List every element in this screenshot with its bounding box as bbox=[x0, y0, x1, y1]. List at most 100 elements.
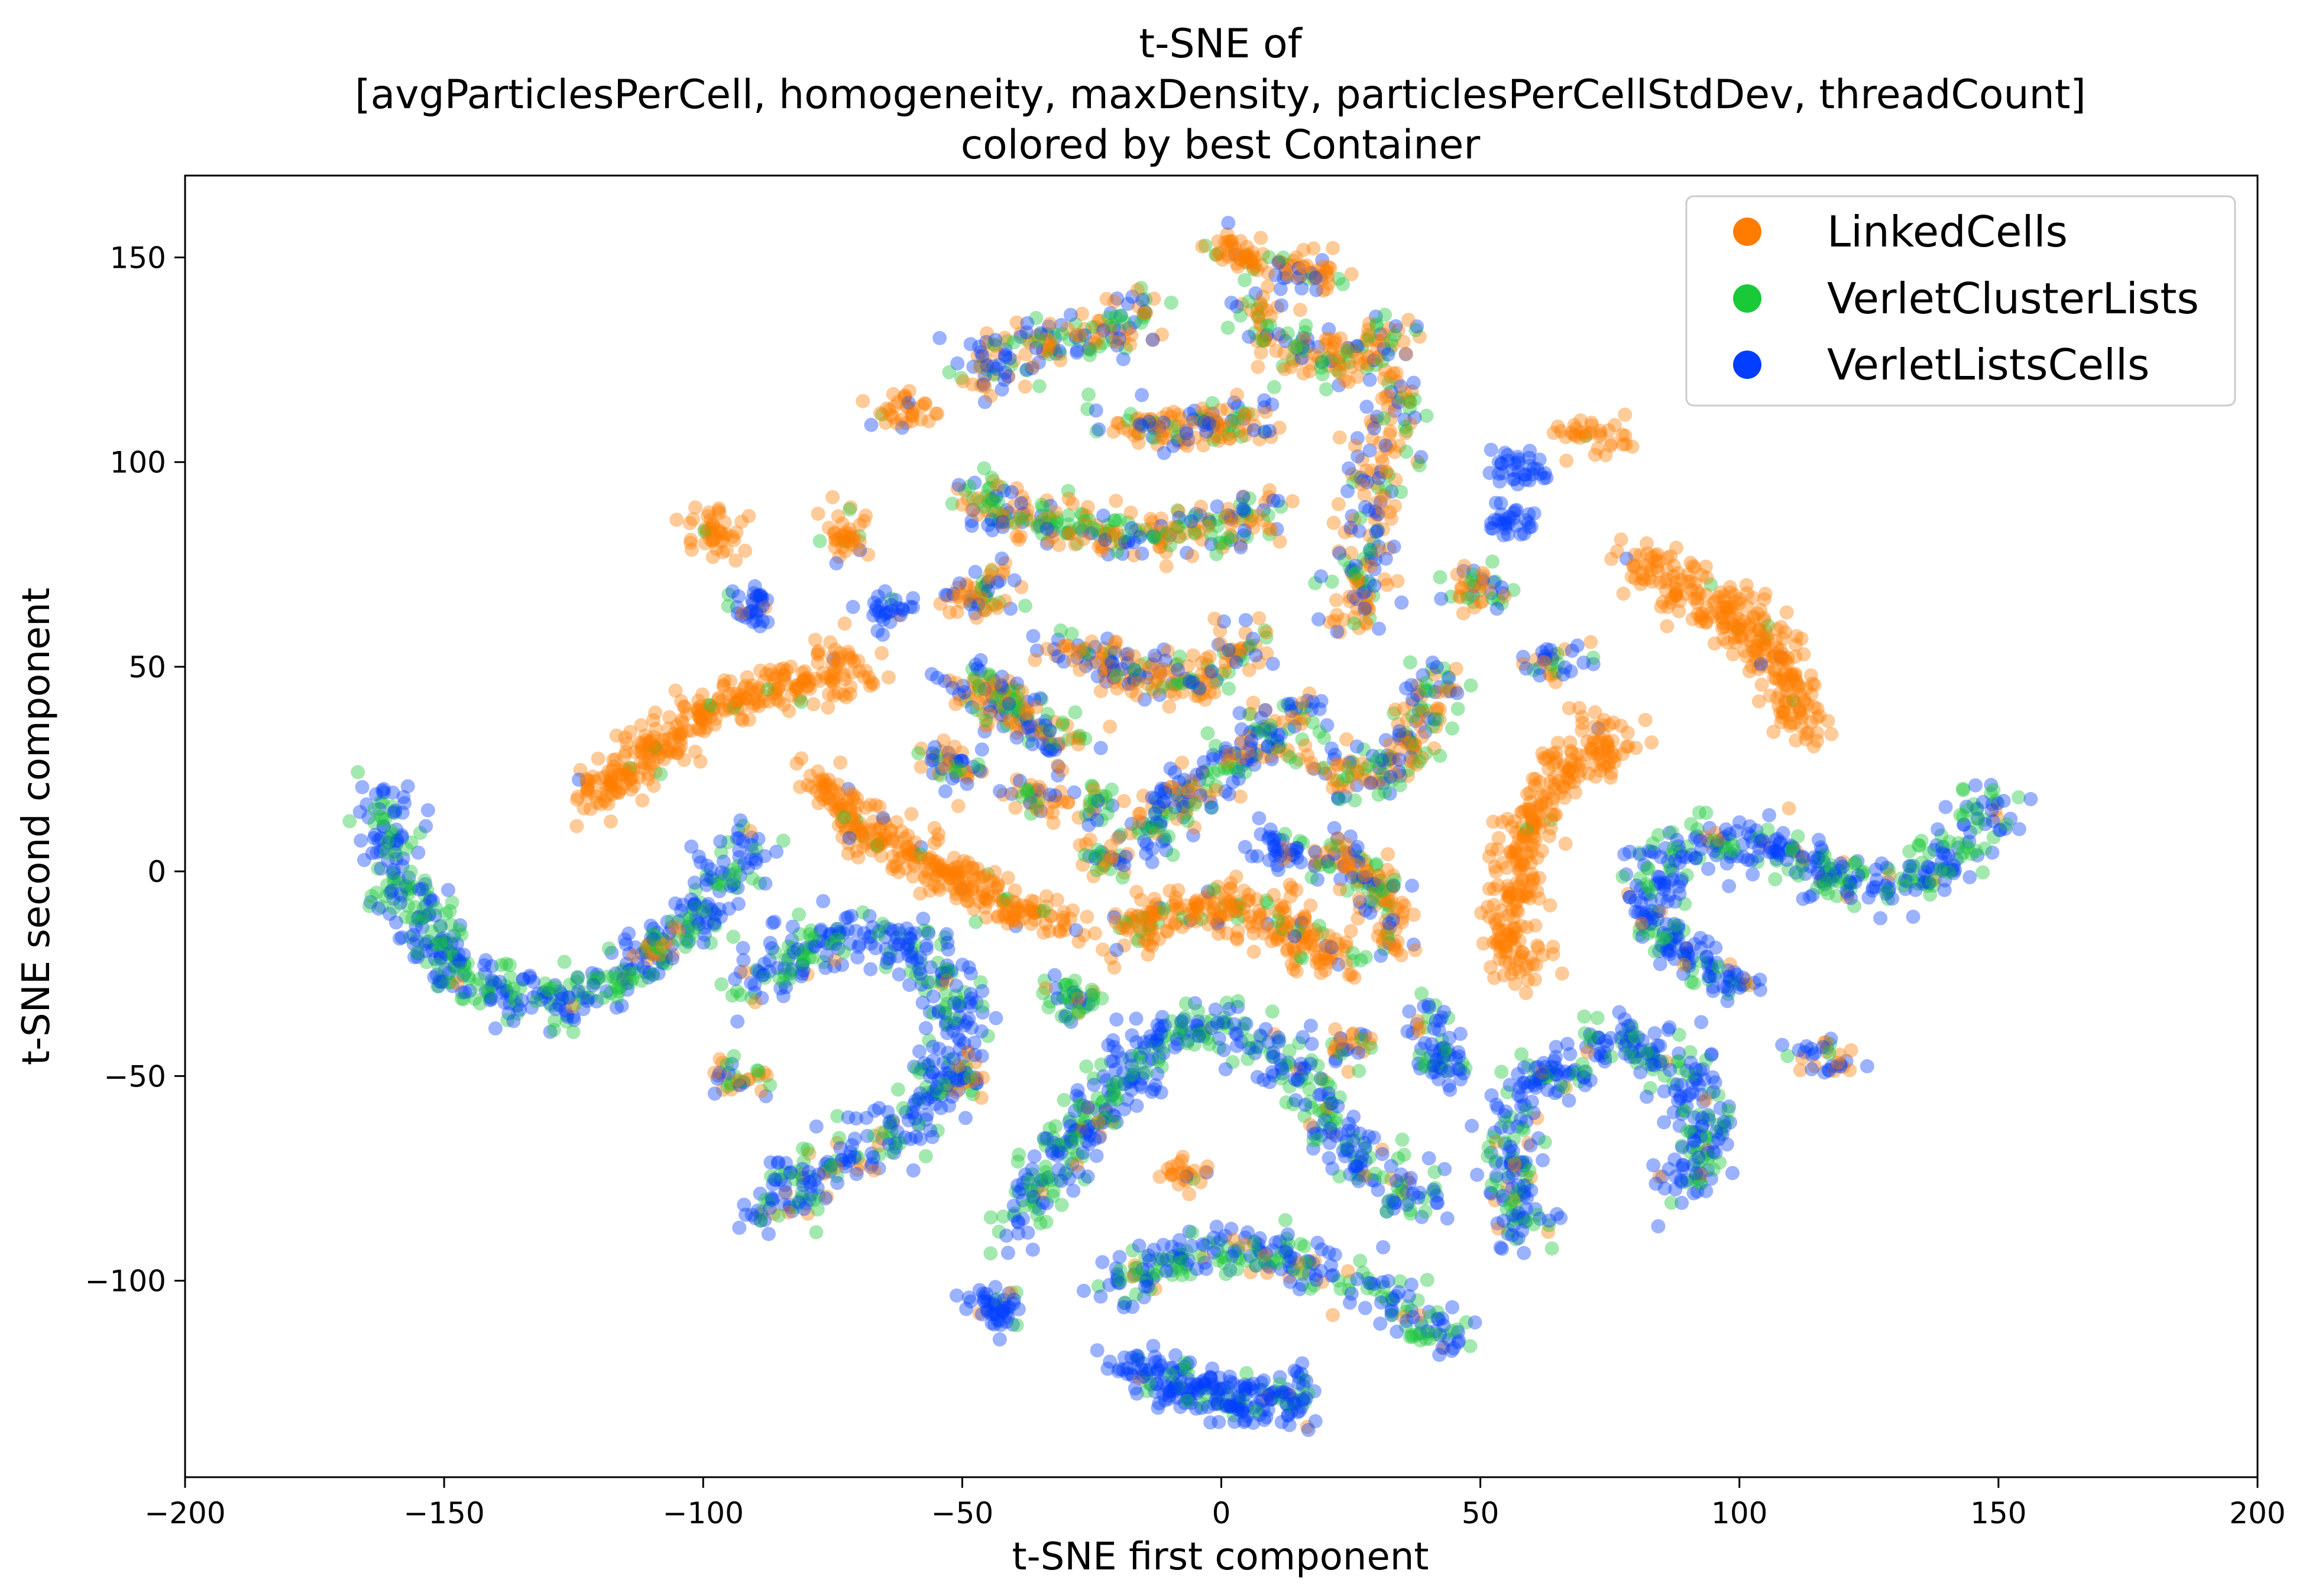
scatter-point bbox=[1795, 858, 1810, 873]
scatter-point bbox=[968, 565, 983, 579]
scatter-point bbox=[736, 940, 750, 955]
scatter-point bbox=[881, 670, 896, 685]
scatter-point bbox=[1331, 364, 1346, 379]
scatter-point bbox=[1745, 867, 1760, 882]
scatter-point bbox=[1110, 1269, 1125, 1284]
scatter-point bbox=[706, 873, 720, 887]
scatter-point bbox=[548, 978, 562, 992]
scatter-point bbox=[1294, 1367, 1309, 1381]
scatter-point bbox=[638, 965, 653, 979]
scatter-point bbox=[999, 687, 1013, 702]
scatter-point bbox=[694, 712, 709, 726]
scatter-point bbox=[1201, 904, 1216, 919]
scatter-point bbox=[1721, 604, 1736, 619]
scatter-point bbox=[1330, 855, 1345, 870]
scatter-point bbox=[863, 962, 878, 977]
scatter-point bbox=[482, 993, 497, 1008]
scatter-point bbox=[1688, 1071, 1702, 1086]
scatter-point bbox=[956, 1059, 971, 1074]
scatter-point bbox=[1528, 832, 1543, 846]
scatter-point bbox=[1782, 801, 1796, 816]
scatter-point bbox=[1732, 592, 1747, 606]
scatter-point bbox=[853, 816, 867, 831]
scatter-point bbox=[621, 926, 636, 941]
scatter-point bbox=[1126, 914, 1141, 929]
scatter-point bbox=[857, 926, 872, 940]
scatter-point bbox=[1251, 359, 1265, 374]
scatter-point bbox=[1020, 703, 1035, 718]
scatter-point bbox=[959, 1302, 974, 1316]
scatter-point bbox=[1342, 1283, 1356, 1297]
scatter-point bbox=[864, 843, 879, 858]
scatter-point bbox=[1222, 664, 1236, 679]
scatter-point bbox=[752, 604, 767, 618]
scatter-point bbox=[1427, 667, 1442, 682]
scatter-point bbox=[964, 1020, 979, 1035]
scatter-point bbox=[1600, 1039, 1615, 1053]
scatter-point bbox=[1149, 794, 1164, 809]
scatter-point bbox=[835, 540, 850, 554]
scatter-point bbox=[1238, 255, 1253, 270]
scatter-point bbox=[951, 1017, 966, 1031]
scatter-point bbox=[1378, 488, 1392, 503]
scatter-point bbox=[1279, 1245, 1294, 1259]
scatter-point bbox=[963, 966, 978, 981]
scatter-point bbox=[1362, 528, 1377, 543]
scatter-point bbox=[357, 852, 371, 867]
scatter-point bbox=[1265, 731, 1280, 746]
scatter-point bbox=[1171, 419, 1185, 433]
scatter-point bbox=[835, 815, 850, 829]
scatter-point bbox=[1247, 250, 1262, 265]
scatter-point bbox=[963, 1294, 978, 1309]
scatter-point bbox=[1688, 851, 1703, 865]
scatter-point bbox=[1435, 1340, 1450, 1355]
scatter-point bbox=[1264, 731, 1278, 745]
scatter-point bbox=[1258, 919, 1272, 934]
scatter-point bbox=[830, 1169, 844, 1183]
scatter-point bbox=[403, 881, 418, 896]
scatter-point bbox=[809, 1225, 824, 1240]
scatter-point bbox=[1032, 1202, 1047, 1217]
scatter-point bbox=[813, 924, 828, 939]
scatter-point bbox=[1127, 1071, 1142, 1085]
scatter-point bbox=[1354, 571, 1369, 585]
scatter-point bbox=[1167, 404, 1181, 419]
scatter-point bbox=[974, 1091, 989, 1105]
scatter-point bbox=[559, 1014, 574, 1029]
scatter-point bbox=[1321, 1110, 1336, 1124]
scatter-point bbox=[1185, 1225, 1200, 1240]
scatter-point bbox=[832, 924, 847, 939]
scatter-point bbox=[953, 865, 967, 880]
scatter-point bbox=[484, 979, 498, 994]
scatter-point bbox=[682, 910, 697, 925]
scatter-point bbox=[570, 970, 585, 985]
scatter-point bbox=[1319, 382, 1333, 397]
scatter-point bbox=[1270, 931, 1285, 946]
scatter-point bbox=[643, 936, 658, 951]
scatter-point bbox=[1072, 1091, 1087, 1105]
scatter-point bbox=[1191, 1004, 1206, 1018]
scatter-point bbox=[697, 927, 712, 942]
scatter-point bbox=[838, 823, 853, 838]
scatter-point bbox=[1421, 997, 1436, 1012]
scatter-point bbox=[1209, 779, 1223, 793]
scatter-point bbox=[805, 780, 820, 794]
scatter-point bbox=[1638, 886, 1653, 901]
scatter-point bbox=[804, 923, 818, 938]
scatter-point bbox=[1152, 423, 1167, 438]
scatter-point bbox=[1304, 702, 1319, 717]
scatter-point bbox=[1322, 322, 1336, 337]
scatter-point bbox=[1098, 527, 1113, 541]
scatter-point bbox=[1708, 1075, 1722, 1090]
scatter-point bbox=[1686, 1186, 1701, 1201]
scatter-point bbox=[847, 1131, 862, 1146]
scatter-point bbox=[1623, 1049, 1638, 1064]
scatter-point bbox=[1783, 838, 1797, 852]
scatter-point bbox=[1676, 1103, 1690, 1118]
scatter-point bbox=[1378, 552, 1393, 566]
scatter-point bbox=[1383, 342, 1397, 356]
scatter-point bbox=[746, 615, 760, 630]
scatter-point bbox=[1366, 1130, 1381, 1145]
scatter-point bbox=[1515, 1163, 1530, 1177]
scatter-point bbox=[409, 933, 424, 948]
